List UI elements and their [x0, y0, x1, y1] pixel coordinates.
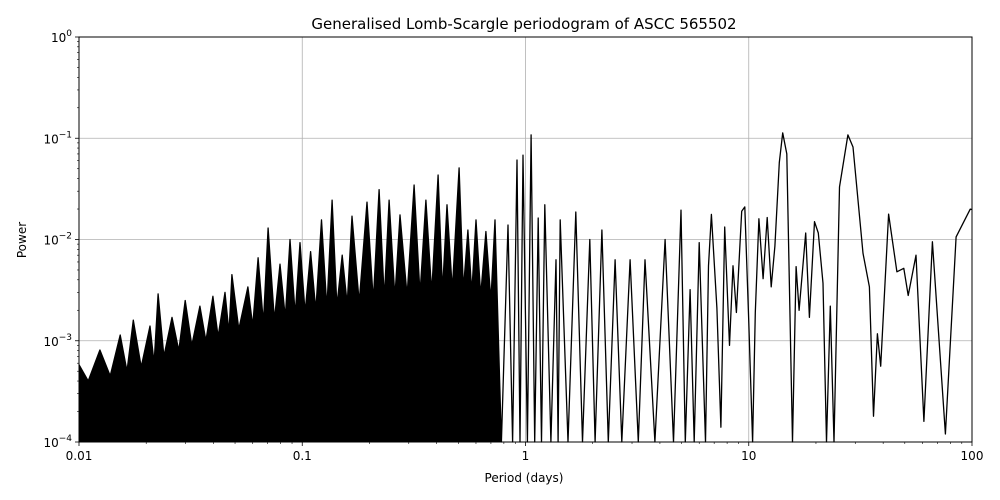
y-tick-label: 10−3: [43, 333, 72, 349]
x-tick-label: 0.01: [66, 449, 93, 463]
y-tick-label: 10−4: [43, 434, 72, 450]
axes: 0.01 0.1 1 10 100 10−4 10−3 10−2 10−1 100: [43, 29, 983, 463]
y-axis-label: Power: [15, 222, 29, 258]
x-tick-label: 100: [961, 449, 984, 463]
y-tick-label: 10−1: [43, 130, 72, 146]
y-tick-label: 100: [51, 29, 72, 45]
x-axis-label: Period (days): [485, 471, 564, 485]
x-tick-label: 10: [741, 449, 756, 463]
chart-title: Generalised Lomb-Scargle periodogram of …: [311, 15, 736, 33]
dense-region-fill: [79, 167, 502, 442]
x-tick-label: 0.1: [293, 449, 312, 463]
y-tick-label: 10−2: [43, 232, 72, 248]
x-tick-label: 1: [522, 449, 530, 463]
